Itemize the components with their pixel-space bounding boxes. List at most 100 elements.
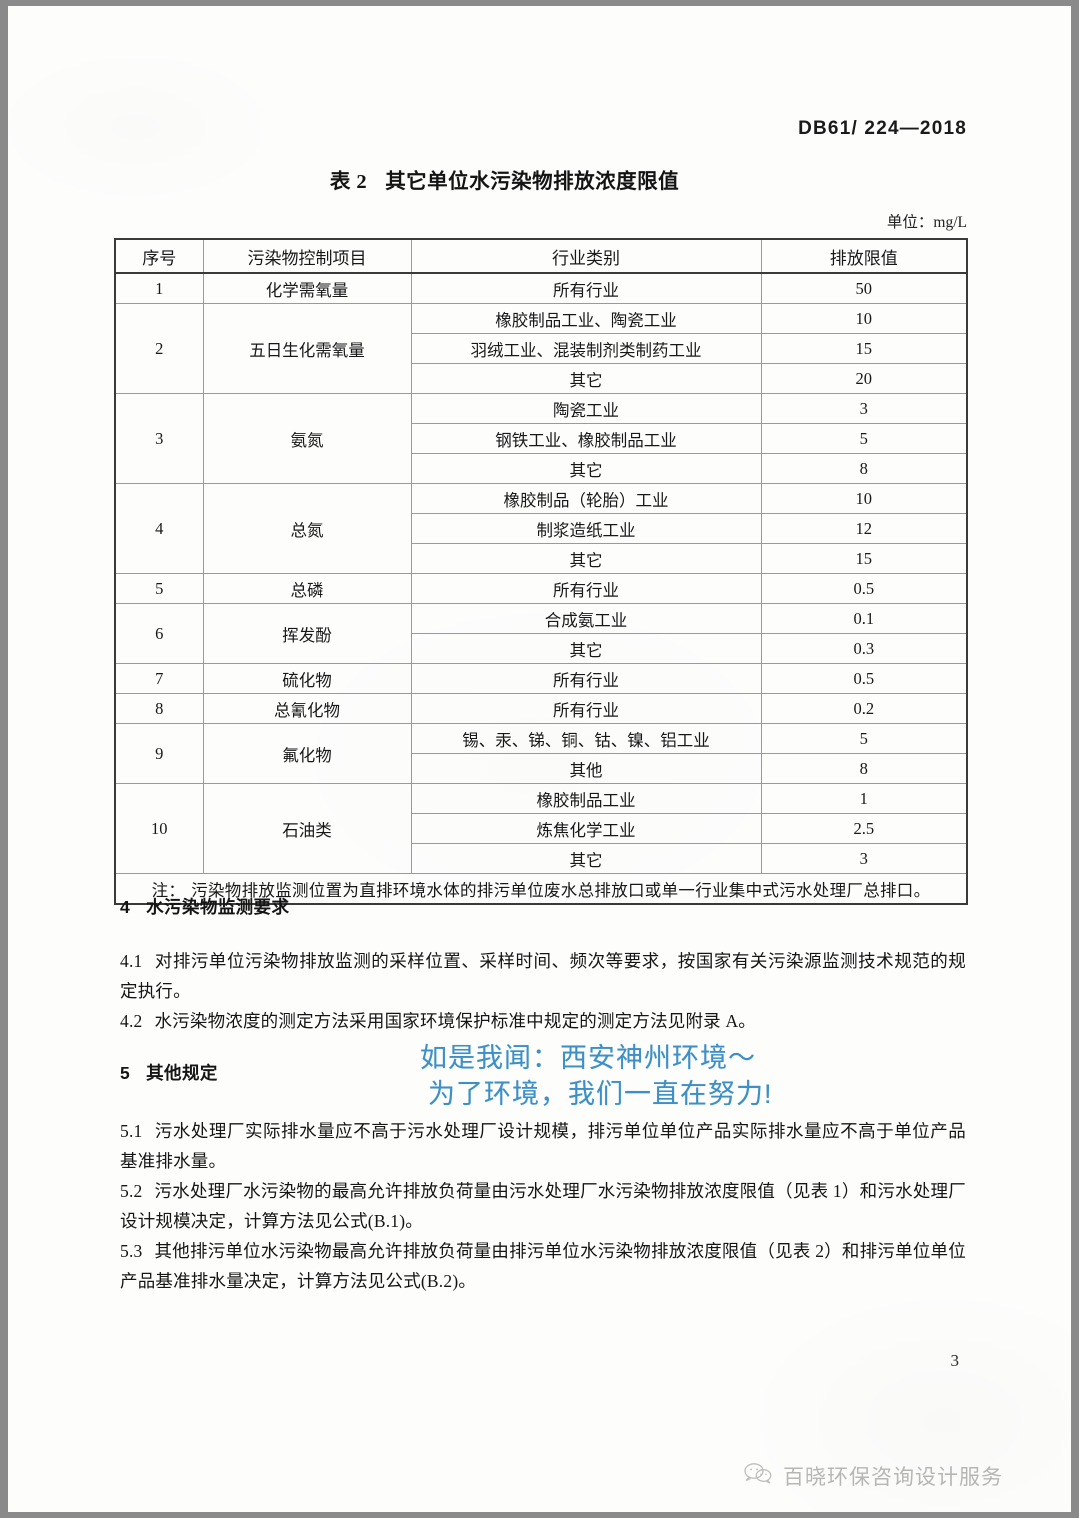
clause-5-2-number: 5.2	[120, 1181, 143, 1201]
cell-limit: 2.5	[760, 813, 968, 844]
table-row: 制浆造纸工业 12	[115, 513, 968, 544]
column-header-item: 污染物控制项目	[202, 238, 412, 274]
table-row: 4 总氮 橡胶制品（轮胎）工业 10	[114, 483, 968, 574]
cell-industry: 炼焦化学工业	[410, 813, 762, 844]
table-row: 3 氨氮 陶瓷工业 3	[114, 393, 968, 484]
cell-item: 总氮	[202, 483, 412, 574]
cell-industry: 钢铁工业、橡胶制品工业	[410, 423, 762, 454]
wechat-icon	[743, 1461, 773, 1491]
cell-no: 8	[114, 693, 204, 724]
footer-branding: 百晓环保咨询设计服务	[743, 1461, 1003, 1491]
table-row: 9 氟化物 锡、汞、锑、铜、钴、镍、铝工业 5	[114, 723, 968, 784]
table-note-text: 污染物排放监测位置为直排环境水体的排污单位废水总排放口或单一行业集中式污水处理厂…	[191, 880, 931, 900]
cell-industry: 橡胶制品工业、陶瓷工业	[410, 303, 762, 334]
column-header-limit: 排放限值	[760, 238, 968, 274]
footer-text: 百晓环保咨询设计服务	[783, 1466, 1003, 1489]
table-row: 其它 15	[115, 543, 968, 574]
cell-industry: 其它	[410, 633, 762, 664]
clause-4-1: 4.1 对排污单位污染物排放监测的采样位置、采样时间、频次等要求，按国家有关污染源…	[120, 946, 966, 1006]
cell-limit: 50	[760, 272, 968, 304]
clause-4-1-text: 对排污单位污染物排放监测的采样位置、采样时间、频次等要求，按国家有关污染源监测技…	[120, 951, 966, 1001]
cell-industry: 制浆造纸工业	[410, 513, 762, 544]
cell-limit: 8	[760, 753, 968, 784]
cell-limit: 12	[760, 513, 968, 544]
cell-no: 1	[114, 272, 204, 304]
table-row: 炼焦化学工业 2.5	[115, 813, 968, 844]
cell-industry: 陶瓷工业	[410, 393, 762, 424]
cell-item: 氟化物	[202, 723, 412, 784]
cell-no: 5	[114, 573, 204, 604]
cell-limit: 10	[760, 303, 968, 334]
cell-industry: 橡胶制品（轮胎）工业	[410, 483, 762, 514]
table-row: 8 总氰化物 所有行业 0.2	[114, 693, 968, 724]
clause-4-1-number: 4.1	[120, 951, 143, 971]
clause-5-3-number: 5.3	[120, 1241, 143, 1261]
cell-limit: 0.1	[760, 603, 968, 634]
table-row: 2 五日生化需氧量 橡胶制品工业、陶瓷工业 10	[114, 303, 968, 394]
column-header-no: 序号	[114, 238, 204, 274]
cell-limit: 0.2	[760, 693, 968, 724]
page-number: 3	[950, 1351, 960, 1370]
clause-5-3-text: 其他排污单位水污染物最高允许排放负荷量由排污单位水污染物排放浓度限值（见表 2）…	[120, 1241, 966, 1291]
cell-limit: 5	[760, 723, 968, 754]
table-row: 5 总磷 所有行业 0.5	[114, 573, 968, 604]
standard-code-header: DB61/ 224—2018	[798, 118, 967, 139]
cell-industry: 所有行业	[410, 663, 762, 694]
cell-limit: 0.5	[760, 573, 968, 604]
cell-limit: 3	[760, 393, 968, 424]
cell-no: 10	[114, 783, 204, 874]
section-5-heading: 5 其他规定	[120, 1060, 966, 1085]
cell-industry: 橡胶制品工业	[410, 783, 762, 814]
table-note: 注： 污染物排放监测位置为直排环境水体的排污单位废水总排放口或单一行业集中式污水处…	[114, 873, 968, 905]
cell-industry: 合成氨工业	[410, 603, 762, 634]
cell-industry: 其他	[410, 753, 762, 784]
clause-4-2: 4.2 水污染物浓度的测定方法采用国家环境保护标准中规定的测定方法见附录 A。	[120, 1006, 966, 1036]
cell-industry: 所有行业	[410, 573, 762, 604]
cell-limit: 20	[760, 363, 968, 394]
cell-item: 总磷	[202, 573, 412, 604]
clause-4-2-number: 4.2	[120, 1011, 143, 1031]
cell-item: 五日生化需氧量	[202, 303, 412, 394]
table-row: 羽绒工业、混装制剂类制药工业 15	[115, 333, 968, 364]
table-title: 表 2 其它单位水污染物排放浓度限值	[8, 164, 1071, 194]
cell-limit: 15	[760, 333, 968, 364]
section-5-title: 其他规定	[146, 1063, 218, 1083]
cell-industry: 其它	[410, 843, 762, 874]
cell-limit: 8	[760, 453, 968, 484]
clause-5-2-text: 污水处理厂水污染物的最高允许排放负荷量由污水处理厂水污染物排放浓度限值（见表 1…	[120, 1181, 966, 1231]
cell-item: 总氰化物	[202, 693, 412, 724]
table-body: 1 化学需氧量 所有行业 50 2 五日生化需氧量 橡胶制品工业、陶瓷工业 10…	[114, 272, 968, 905]
section-4-number: 4	[120, 897, 131, 917]
cell-no: 7	[114, 663, 204, 694]
table-unit-label: 单位：mg/L	[886, 214, 967, 231]
cell-item: 挥发酚	[202, 603, 412, 664]
watermark-line-1: 如是我闻：西安神州环境～	[420, 1043, 756, 1073]
cell-limit: 5	[760, 423, 968, 454]
cell-no: 9	[114, 723, 204, 784]
table-row: 10 石油类 橡胶制品工业 1	[114, 783, 968, 874]
table-row: 6 挥发酚 合成氨工业 0.1	[114, 603, 968, 664]
section-4-heading: 4 水污染物监测要求	[120, 894, 966, 919]
table-row: 其它 8	[115, 453, 968, 484]
clause-5-3: 5.3 其他排污单位水污染物最高允许排放负荷量由排污单位水污染物排放浓度限值（见表…	[120, 1236, 966, 1296]
section-5-number: 5	[120, 1063, 131, 1083]
cell-no: 6	[114, 603, 204, 664]
cell-industry: 羽绒工业、混装制剂类制药工业	[410, 333, 762, 364]
watermark-overlay: 如是我闻：西安神州环境～ 为了环境，我们一直在努力!	[420, 1040, 773, 1112]
table-title-number: 表 2	[329, 171, 368, 193]
cell-limit: 10	[760, 483, 968, 514]
cell-industry: 其它	[410, 453, 762, 484]
watermark-line-2: 为了环境，我们一直在努力!	[428, 1079, 773, 1109]
cell-industry: 所有行业	[410, 693, 762, 724]
cell-industry: 锡、汞、锑、铜、钴、镍、铝工业	[410, 723, 762, 754]
cell-item: 硫化物	[202, 663, 412, 694]
cell-limit: 3	[760, 843, 968, 874]
clause-5-1-text: 污水处理厂实际排水量应不高于污水处理厂设计规模，排污单位单位产品实际排水量应不高…	[120, 1121, 966, 1171]
cell-item: 氨氮	[202, 393, 412, 484]
cell-no: 3	[114, 393, 204, 484]
column-header-industry: 行业类别	[410, 238, 762, 274]
clause-5-2: 5.2 污水处理厂水污染物的最高允许排放负荷量由污水处理厂水污染物排放浓度限值（见…	[120, 1176, 966, 1236]
cell-item: 化学需氧量	[202, 272, 412, 304]
table-note-label: 注：	[151, 880, 186, 900]
cell-industry: 其它	[410, 363, 762, 394]
